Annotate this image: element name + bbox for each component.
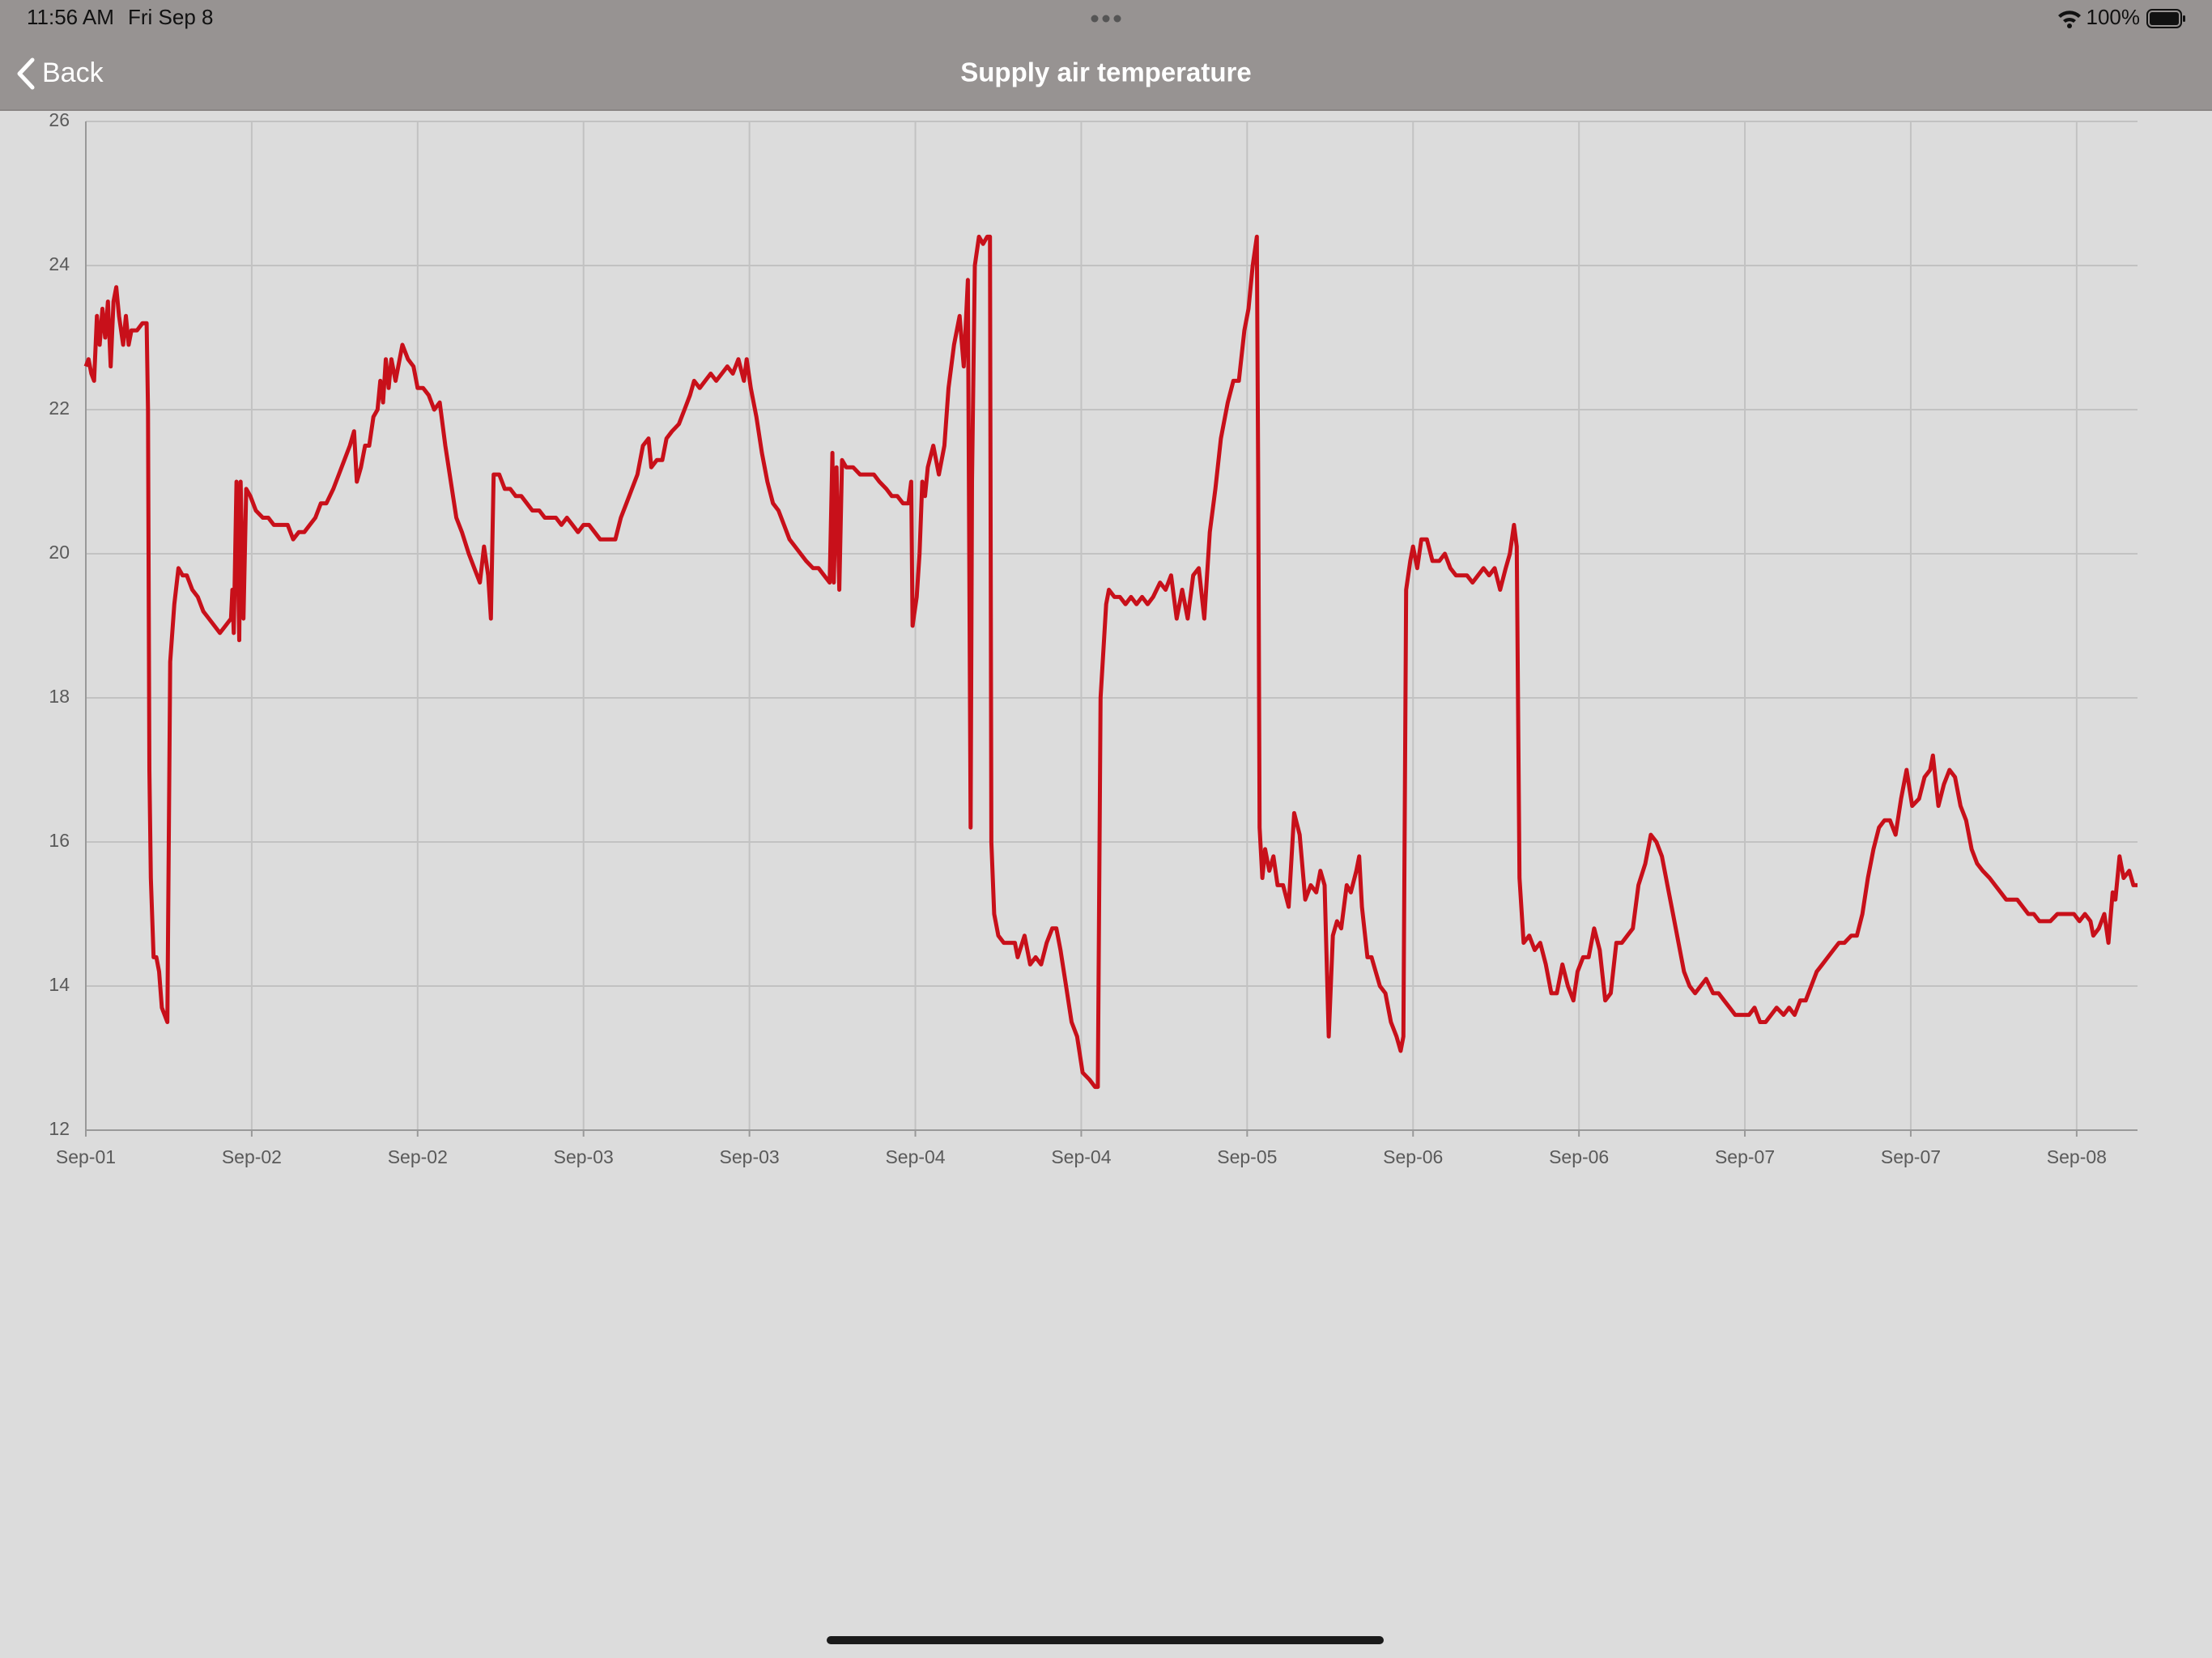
x-tick-label: Sep-02 bbox=[388, 1146, 448, 1167]
back-label[interactable]: Back bbox=[42, 57, 104, 88]
chart: 12 14 16 18 20 22 24 26 Sep-01 Sep-02 Sep-02 Sep-03… bbox=[49, 109, 2138, 1167]
x-tick-label: Sep-03 bbox=[720, 1146, 780, 1167]
status-date: Fri Sep 8 bbox=[128, 5, 214, 29]
multitask-dots[interactable] bbox=[1091, 15, 1121, 23]
back-button[interactable]: Back bbox=[17, 57, 104, 90]
nav-title: Supply air temperature bbox=[960, 57, 1251, 87]
x-tick-label: Sep-05 bbox=[1217, 1146, 1277, 1167]
y-tick-label: 20 bbox=[49, 542, 70, 563]
wifi-icon bbox=[2058, 11, 2081, 28]
x-tick-label: Sep-04 bbox=[885, 1146, 945, 1167]
y-tick-label: 16 bbox=[49, 830, 70, 851]
status-time: 11:56 AM bbox=[27, 5, 114, 29]
y-tick-label: 24 bbox=[49, 253, 70, 274]
y-tick-label: 14 bbox=[49, 974, 70, 995]
battery-icon bbox=[2146, 9, 2185, 28]
x-tick-label: Sep-08 bbox=[2047, 1146, 2107, 1167]
x-tick-label: Sep-03 bbox=[554, 1146, 614, 1167]
y-tick-label: 22 bbox=[49, 397, 70, 419]
x-tick-label: Sep-07 bbox=[1715, 1146, 1775, 1167]
back-chevron[interactable] bbox=[17, 57, 35, 90]
x-tick-label: Sep-06 bbox=[1383, 1146, 1443, 1167]
x-tick-label: Sep-04 bbox=[1051, 1146, 1111, 1167]
y-tick-label: 12 bbox=[49, 1118, 70, 1139]
x-tick-label: Sep-07 bbox=[1881, 1146, 1941, 1167]
x-tick-label: Sep-01 bbox=[56, 1146, 116, 1167]
x-tick-label: Sep-02 bbox=[222, 1146, 282, 1167]
data-line bbox=[83, 234, 2138, 1090]
y-tick-label: 18 bbox=[49, 686, 70, 707]
battery-percent: 100% bbox=[2087, 5, 2141, 29]
x-tick-label: Sep-06 bbox=[1549, 1146, 1609, 1167]
home-indicator bbox=[827, 1636, 1384, 1644]
y-tick-label: 26 bbox=[49, 109, 70, 130]
